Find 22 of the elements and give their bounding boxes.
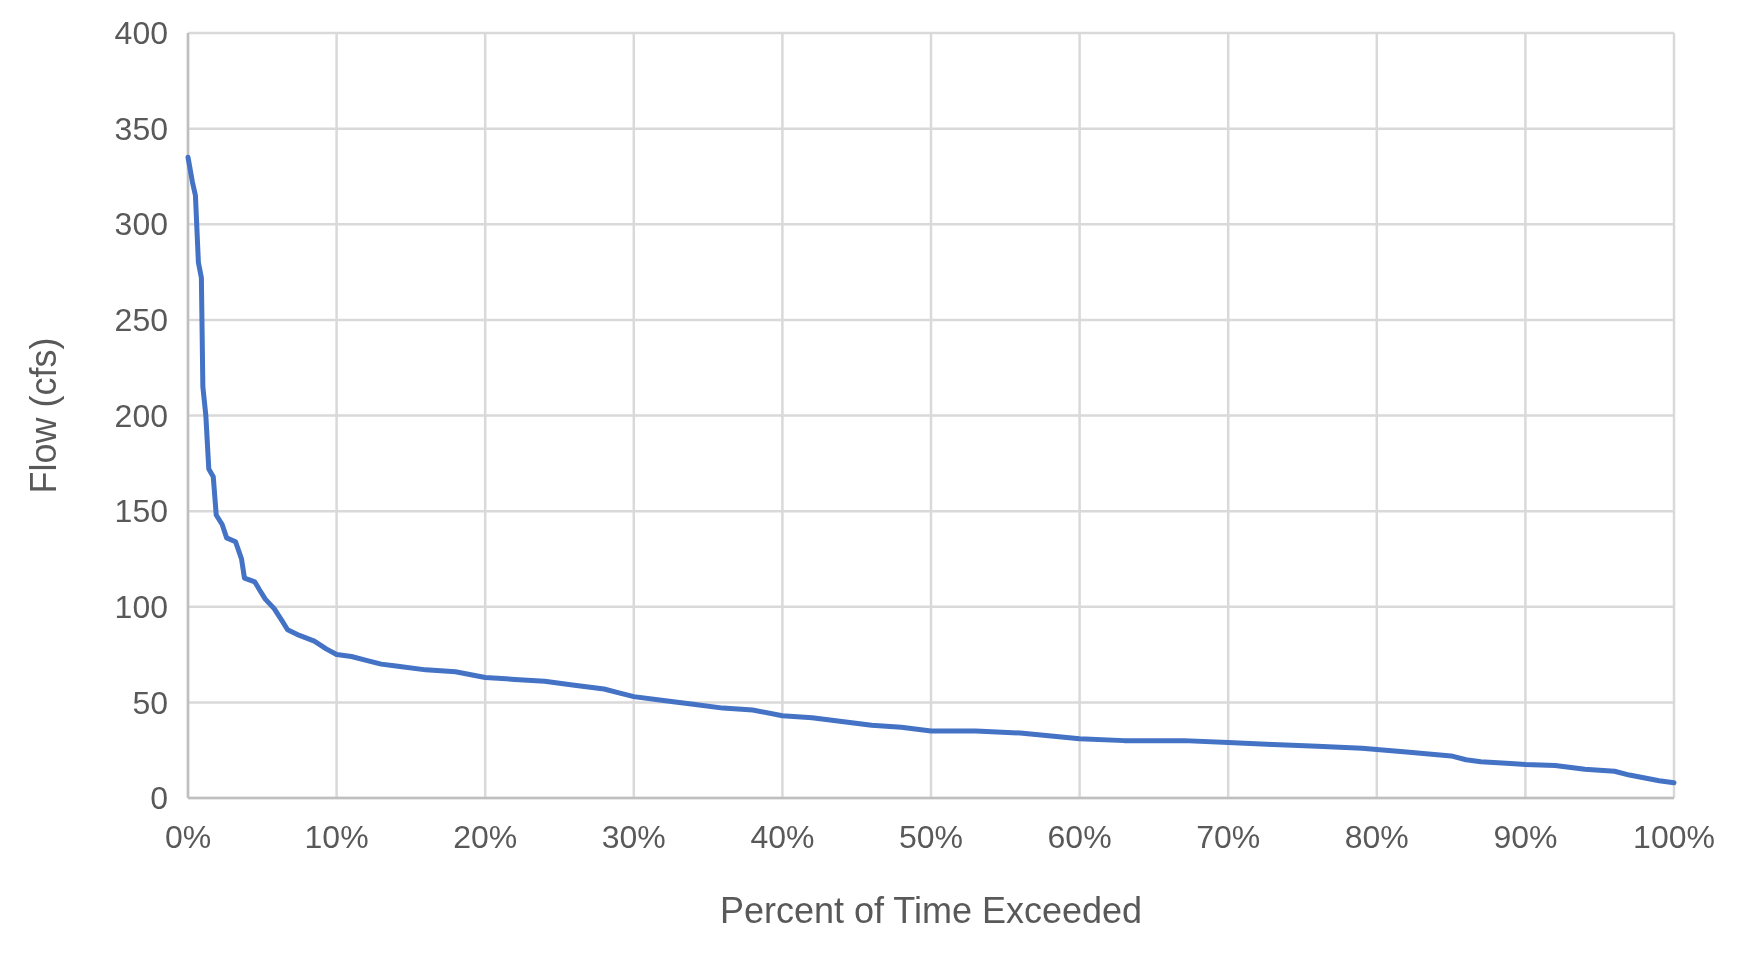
x-tick-label: 80%: [1344, 819, 1409, 855]
x-tick-label: 90%: [1493, 819, 1558, 855]
x-axis-title: Percent of Time Exceeded: [719, 890, 1143, 931]
y-axis-title: Flow (cfs): [23, 337, 64, 494]
y-tick-label: 100: [114, 588, 168, 625]
x-tick-label: 60%: [1047, 819, 1112, 855]
x-tick-label: 70%: [1196, 819, 1261, 855]
y-tick-label: 400: [114, 15, 168, 52]
x-tick-label: 50%: [898, 819, 964, 855]
y-tick-label: 250: [114, 302, 168, 339]
y-tick-label: 300: [114, 206, 168, 243]
y-tick-label: 350: [114, 110, 168, 147]
x-tick-label: 40%: [750, 819, 815, 855]
y-tick-label: 50: [132, 684, 168, 721]
y-tick-label: 150: [114, 493, 168, 530]
y-tick-label: 200: [114, 397, 168, 434]
x-tick-label: 0%: [164, 819, 212, 855]
x-tick-label: 10%: [304, 819, 369, 855]
x-tick-label: 20%: [453, 819, 518, 855]
y-tick-label: 0: [150, 780, 168, 817]
x-tick-label: 100%: [1633, 819, 1715, 855]
x-tick-label: 30%: [601, 819, 666, 855]
